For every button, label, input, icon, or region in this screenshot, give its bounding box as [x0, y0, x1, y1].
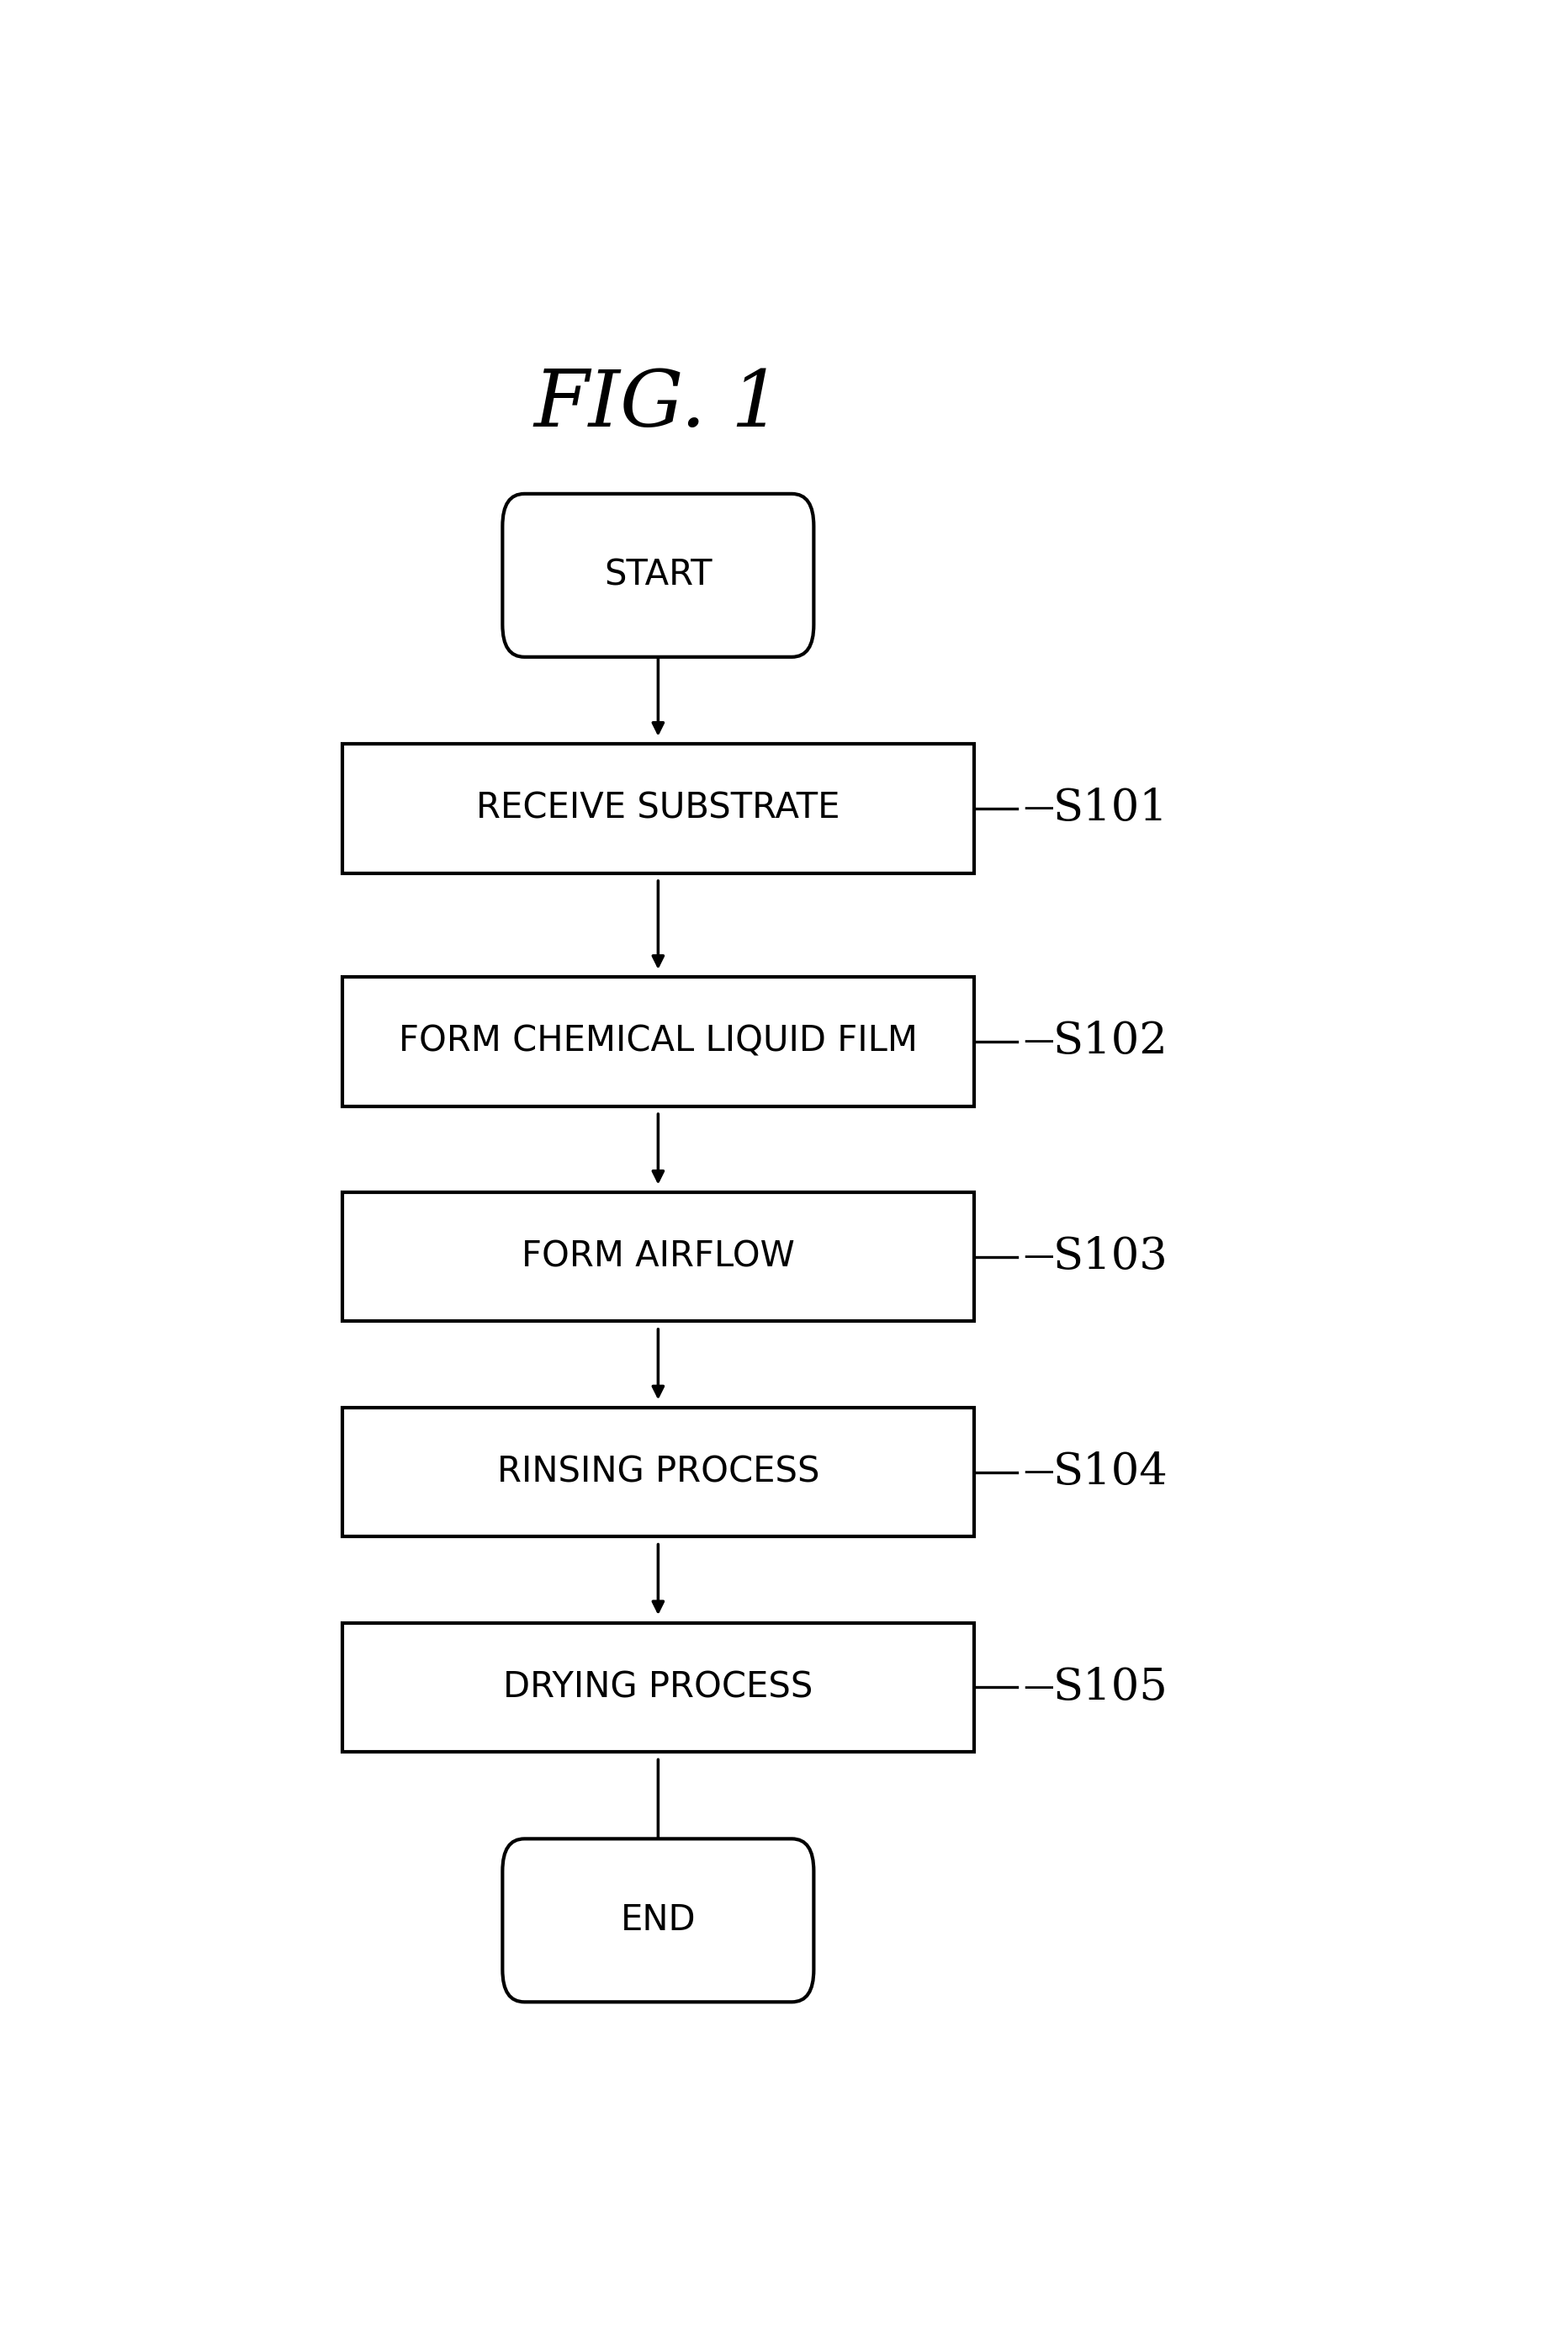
Text: FORM CHEMICAL LIQUID FILM: FORM CHEMICAL LIQUID FILM	[398, 1025, 917, 1060]
Text: —: —	[1022, 1027, 1054, 1057]
Bar	[342, 1407, 974, 1537]
Bar	[342, 1192, 974, 1321]
Text: S104: S104	[1052, 1451, 1168, 1493]
Text: DRYING PROCESS: DRYING PROCESS	[503, 1670, 812, 1705]
Bar	[342, 1623, 974, 1751]
Bar	[342, 743, 974, 873]
Text: S103: S103	[1052, 1234, 1168, 1279]
Text: S105: S105	[1052, 1665, 1168, 1709]
Text: END: END	[619, 1903, 696, 1938]
Text: S102: S102	[1052, 1020, 1168, 1062]
Text: RECEIVE SUBSTRATE: RECEIVE SUBSTRATE	[477, 792, 839, 827]
Text: —: —	[1022, 1241, 1054, 1272]
Text: FIG. 1: FIG. 1	[533, 368, 782, 443]
Text: FORM AIRFLOW: FORM AIRFLOW	[521, 1239, 795, 1274]
Text: —: —	[1022, 792, 1054, 824]
Text: —: —	[1022, 1456, 1054, 1488]
FancyBboxPatch shape	[502, 1840, 814, 2003]
Bar	[342, 978, 974, 1106]
FancyBboxPatch shape	[502, 494, 814, 657]
Text: START: START	[604, 557, 712, 594]
Text: RINSING PROCESS: RINSING PROCESS	[497, 1453, 818, 1491]
Text: —: —	[1022, 1672, 1054, 1702]
Text: S101: S101	[1052, 787, 1168, 829]
